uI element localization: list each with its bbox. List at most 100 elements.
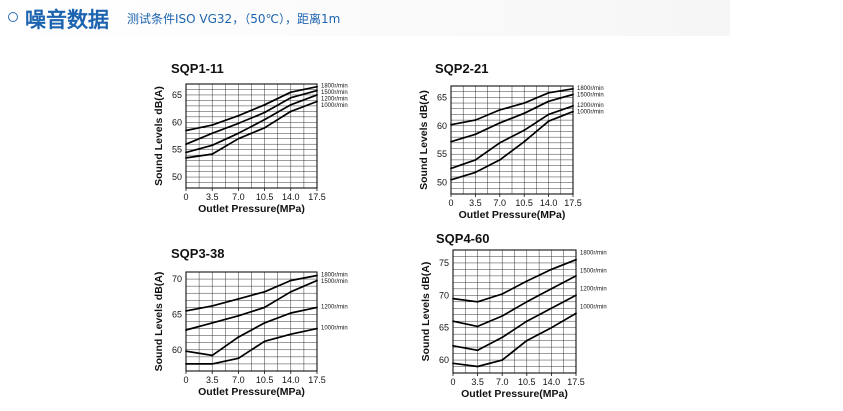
y-tick-label: 60 bbox=[172, 345, 182, 355]
data-point bbox=[501, 293, 504, 295]
data-point bbox=[185, 350, 187, 353]
legend-label: 1000r/min bbox=[577, 109, 604, 115]
series-line-1000r-min bbox=[452, 312, 577, 368]
y-tick-label: 55 bbox=[437, 149, 447, 159]
y-tick-label: 60 bbox=[437, 121, 447, 131]
legend-label: 1500r/min bbox=[580, 269, 607, 275]
y-tick-label: 65 bbox=[172, 90, 182, 100]
data-point bbox=[498, 122, 501, 124]
data-point bbox=[237, 137, 240, 140]
y-axis-label: Sound Levels dB(A) bbox=[420, 262, 432, 362]
y-tick-label: 60 bbox=[439, 355, 449, 365]
x-tick-label: 17.5 bbox=[564, 198, 582, 208]
legend-label: 1500r/min bbox=[321, 279, 348, 285]
x-tick-label: 14.0 bbox=[282, 375, 300, 385]
data-point bbox=[550, 268, 553, 271]
data-point bbox=[474, 158, 477, 161]
y-tick-label: 65 bbox=[437, 92, 447, 102]
data-point bbox=[450, 123, 452, 126]
data-point bbox=[211, 153, 214, 155]
x-tick-label: 17.5 bbox=[308, 375, 326, 385]
data-point bbox=[211, 305, 214, 307]
data-point bbox=[316, 94, 318, 96]
series-line-1000r-min bbox=[450, 110, 574, 181]
data-point bbox=[572, 104, 574, 107]
y-axis-label: Sound Levels dB(A) bbox=[418, 90, 430, 190]
data-point bbox=[550, 287, 553, 290]
series-line-1200r-min bbox=[450, 105, 574, 170]
data-point bbox=[211, 144, 214, 147]
data-point bbox=[185, 156, 187, 159]
data-point bbox=[498, 141, 501, 144]
data-point bbox=[523, 112, 526, 115]
data-point bbox=[523, 129, 526, 132]
data-point bbox=[501, 359, 504, 361]
data-point bbox=[237, 336, 240, 338]
x-tick-label: 14.0 bbox=[282, 192, 300, 202]
data-point bbox=[316, 274, 318, 277]
data-point bbox=[525, 300, 528, 303]
data-point bbox=[498, 158, 501, 161]
section-title: 噪音数据 bbox=[25, 8, 109, 32]
data-point bbox=[572, 110, 574, 113]
data-point bbox=[498, 108, 501, 111]
data-point bbox=[550, 307, 553, 310]
data-point bbox=[185, 143, 187, 146]
y-tick-label: 50 bbox=[437, 178, 447, 188]
data-point bbox=[476, 349, 479, 352]
data-point bbox=[476, 300, 479, 303]
data-point bbox=[263, 126, 266, 129]
legend-label: 1200r/min bbox=[580, 287, 607, 293]
y-tick-label: 65 bbox=[439, 323, 449, 333]
data-point bbox=[316, 327, 318, 330]
series-line-1800r-min bbox=[452, 258, 577, 303]
data-point bbox=[211, 363, 214, 365]
x-axis-label: Outlet Pressure(MPa) bbox=[459, 209, 566, 221]
x-axis-label: Outlet Pressure(MPa) bbox=[198, 386, 305, 398]
data-point bbox=[476, 325, 479, 328]
x-tick-label: 14.0 bbox=[543, 377, 561, 387]
data-point bbox=[289, 91, 292, 94]
data-point bbox=[474, 133, 477, 136]
data-point bbox=[547, 113, 550, 116]
data-point bbox=[523, 140, 526, 143]
data-point bbox=[263, 306, 266, 309]
x-tick-label: 3.5 bbox=[469, 198, 482, 208]
legend-label: 1200r/min bbox=[321, 304, 348, 310]
x-tick-label: 10.5 bbox=[256, 375, 274, 385]
x-tick-label: 0 bbox=[450, 377, 455, 387]
data-point bbox=[289, 279, 292, 282]
data-point bbox=[450, 167, 452, 170]
y-tick-label: 70 bbox=[439, 290, 449, 300]
data-point bbox=[237, 297, 240, 300]
data-point bbox=[316, 100, 318, 103]
data-point bbox=[237, 122, 240, 125]
legend-label: 1000r/min bbox=[580, 305, 607, 311]
series-line-1000r-min bbox=[186, 327, 318, 365]
data-point bbox=[185, 363, 187, 365]
x-tick-label: 7.0 bbox=[494, 198, 507, 208]
x-axis-label: Outlet Pressure(MPa) bbox=[461, 388, 568, 400]
x-tick-label: 7.0 bbox=[232, 375, 245, 385]
legend-label: 1200r/min bbox=[321, 97, 348, 103]
data-point bbox=[575, 258, 577, 261]
legend-label: 1000r/min bbox=[321, 103, 348, 109]
legend-label: 1800r/min bbox=[321, 273, 348, 279]
y-tick-label: 55 bbox=[172, 145, 182, 155]
data-point bbox=[523, 102, 526, 104]
legend-label: 1000r/min bbox=[321, 326, 348, 332]
chart-title: SQP4-60 bbox=[436, 231, 489, 246]
data-point bbox=[316, 85, 318, 88]
data-point bbox=[550, 326, 553, 329]
data-point bbox=[185, 309, 187, 312]
data-point bbox=[525, 320, 528, 323]
data-point bbox=[316, 306, 318, 309]
data-point bbox=[289, 290, 292, 293]
chart-title: SQP2-21 bbox=[435, 61, 488, 76]
x-tick-label: 10.5 bbox=[515, 198, 533, 208]
data-point bbox=[263, 111, 266, 114]
data-point bbox=[476, 365, 479, 368]
data-point bbox=[263, 103, 266, 106]
